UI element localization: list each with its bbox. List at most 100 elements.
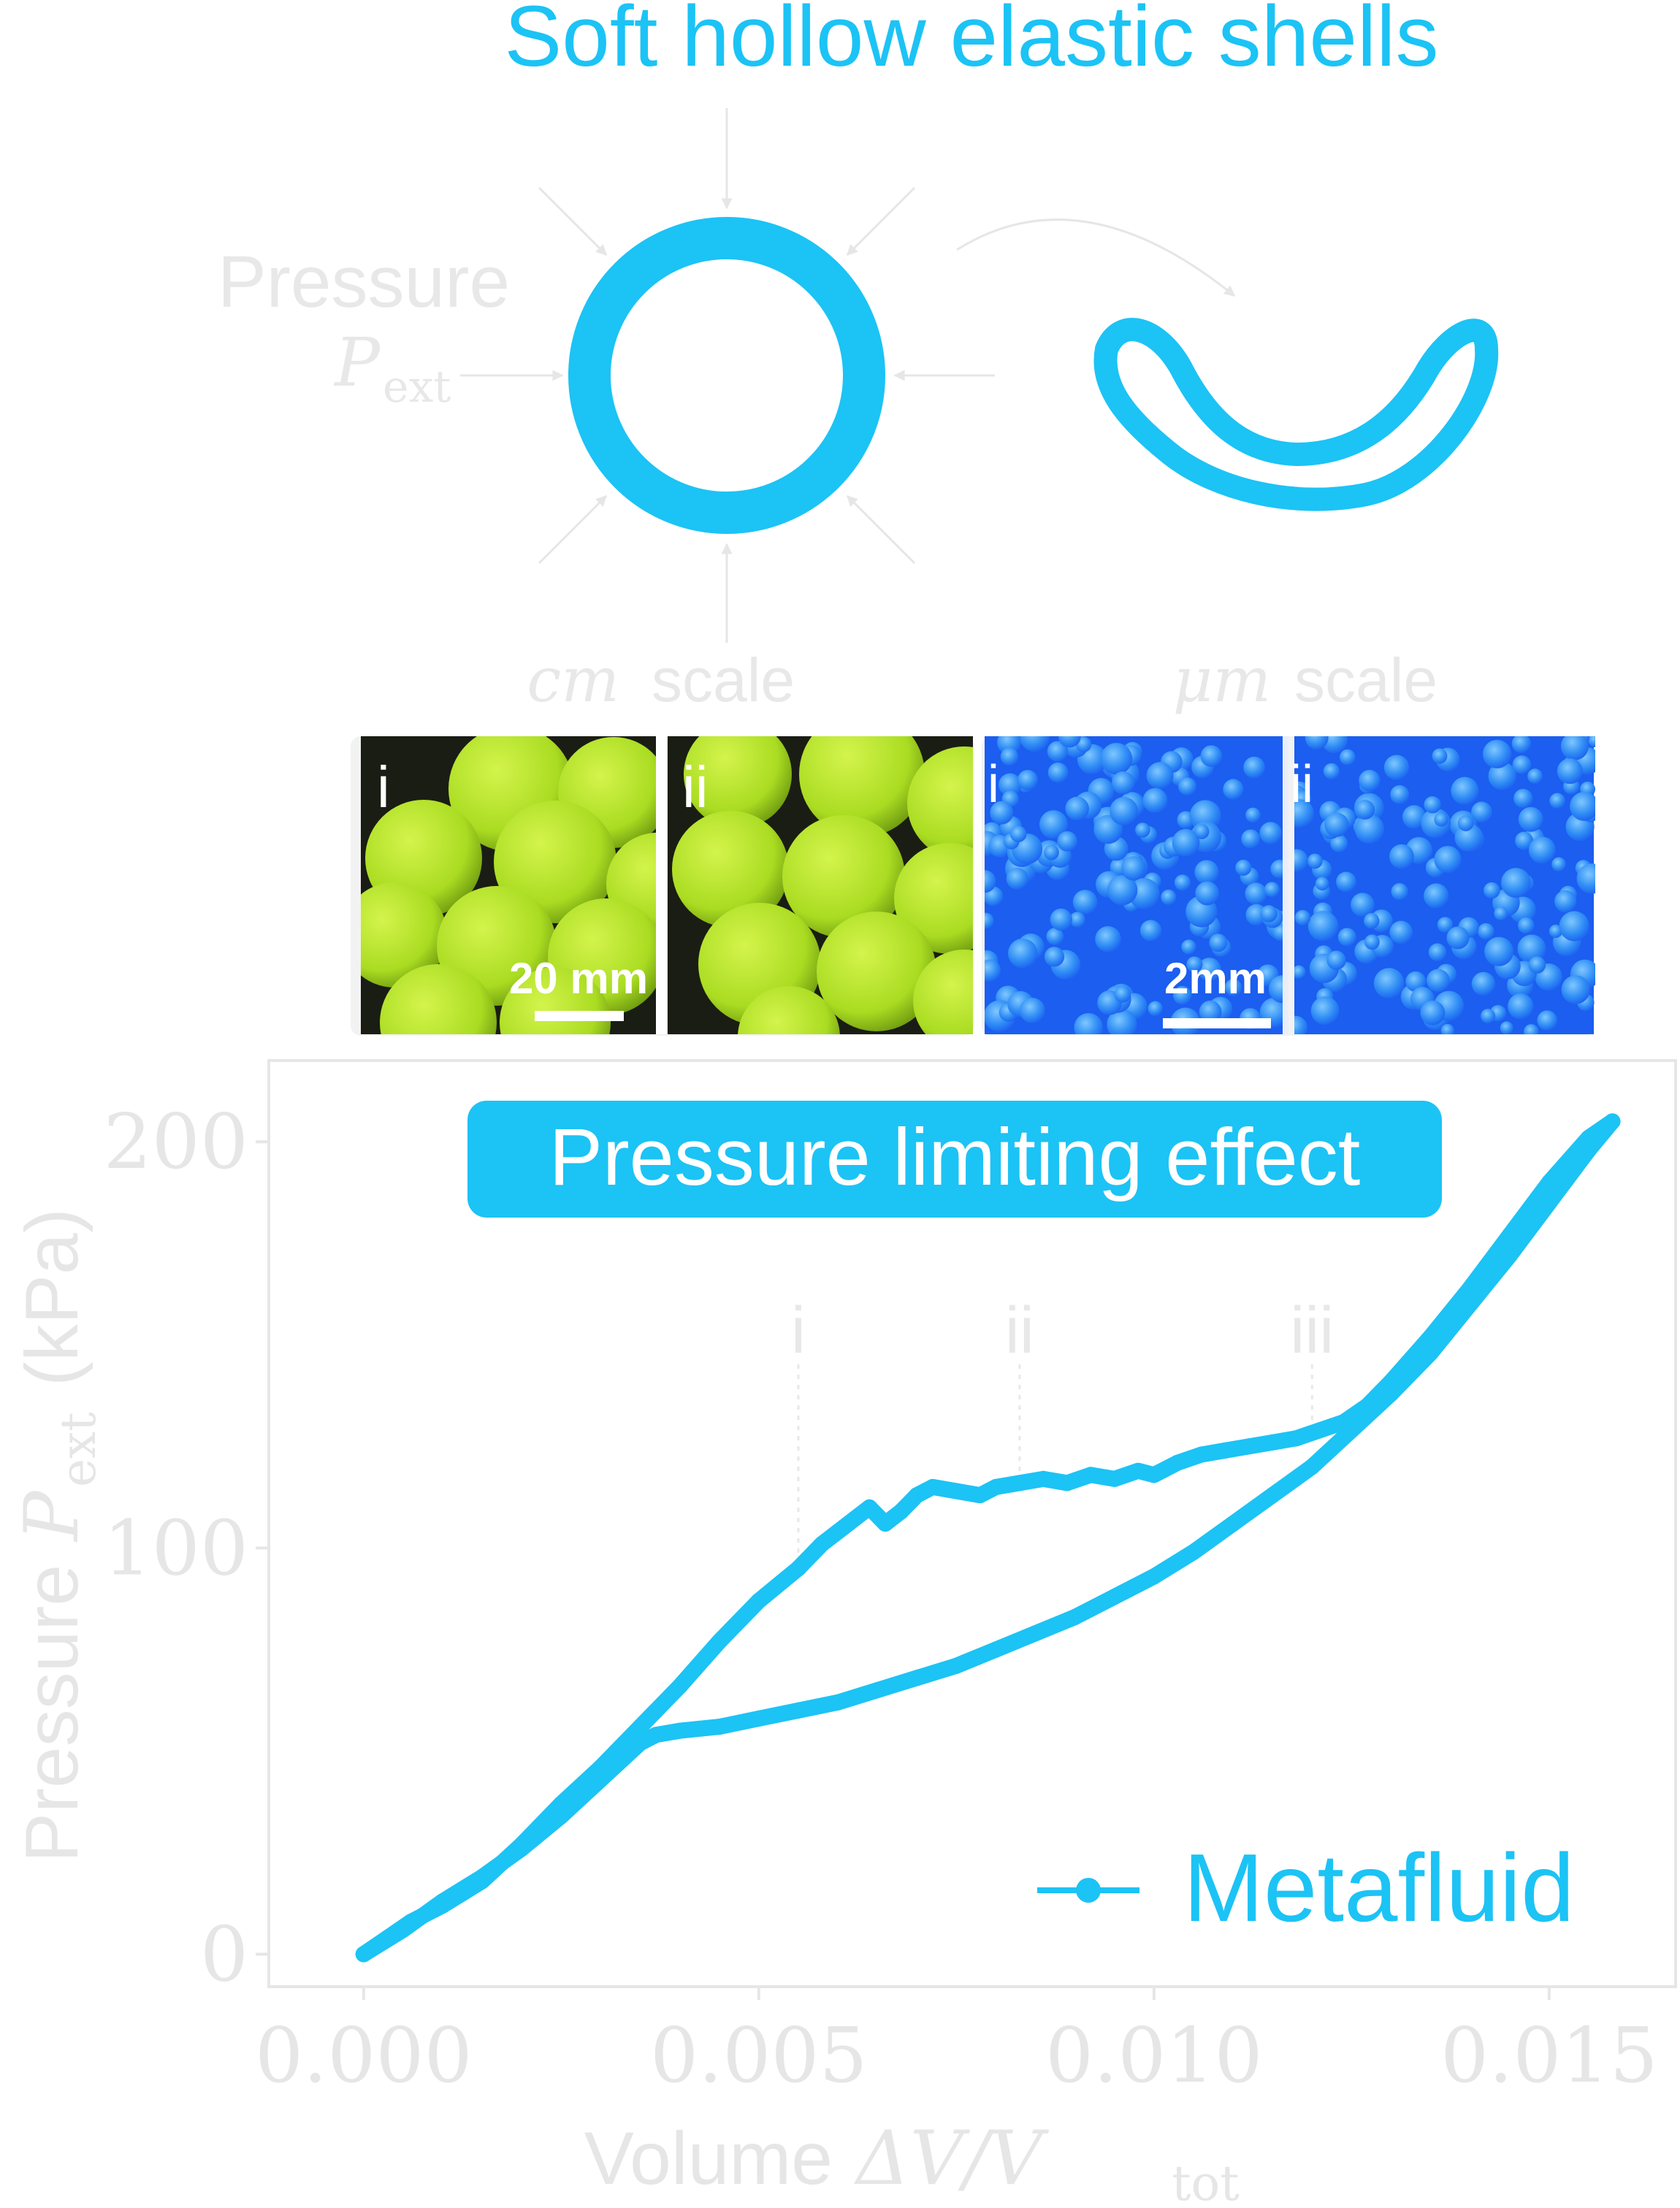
photo-sphere xyxy=(1294,799,1314,828)
series-point-loading xyxy=(948,1483,965,1500)
photo-sphere xyxy=(1478,922,1494,940)
photo-sphere xyxy=(1009,825,1027,843)
photo-sphere xyxy=(1007,939,1038,969)
photo-sphere xyxy=(1006,868,1028,890)
arrow-bottom-right xyxy=(846,494,916,565)
photo-panels: i ii i ii 20 mm 2mm xyxy=(351,736,1595,1036)
photo-sphere xyxy=(1484,936,1514,966)
photo-sphere xyxy=(1554,890,1577,913)
photo-sphere xyxy=(1174,874,1191,891)
photo-sphere xyxy=(1307,911,1339,941)
series-point-unloading xyxy=(750,1710,767,1727)
series-point-unloading xyxy=(513,1840,530,1857)
photo-sphere xyxy=(1245,807,1261,823)
photo-sphere xyxy=(1437,917,1454,933)
cm-scale-text: scale xyxy=(652,646,795,714)
series-point-loading xyxy=(750,1592,767,1609)
series-point-unloading xyxy=(553,1808,570,1825)
buckling-arrow xyxy=(956,218,1236,297)
chart-banner-box xyxy=(467,1101,1442,1218)
photo-sphere xyxy=(1355,800,1375,820)
photo-sphere xyxy=(1391,883,1408,901)
photo-sphere xyxy=(1359,770,1381,792)
y-axis-label-math: P xyxy=(9,1489,96,1543)
series-point-unloading xyxy=(948,1657,965,1674)
series-point-loading xyxy=(1288,1430,1305,1447)
photo-sphere xyxy=(1389,920,1413,944)
um-scalebar xyxy=(1163,1018,1271,1028)
arrow-top-right xyxy=(846,186,916,256)
um-panel-label-ii: ii xyxy=(1290,755,1313,814)
series-point-unloading xyxy=(1604,1113,1621,1130)
photo-sphere xyxy=(684,736,792,828)
photo-sphere xyxy=(1161,889,1177,906)
photo-sphere xyxy=(1484,882,1500,899)
um-panel-label-i: i xyxy=(988,755,999,814)
series-point-loading xyxy=(1011,1475,1028,1491)
y-tick-label: 0 xyxy=(200,1910,248,1999)
photo-sphere xyxy=(1559,911,1589,941)
series-line-unloading xyxy=(355,1113,1621,1963)
marker-label-i: i xyxy=(791,1294,806,1367)
photo-sphere xyxy=(1549,792,1565,809)
um-photo-ii-beads xyxy=(1294,736,1595,1034)
photo-sphere xyxy=(1364,913,1380,929)
photo-sphere xyxy=(1294,1015,1308,1034)
series-point-unloading xyxy=(869,1682,886,1698)
photo-sphere xyxy=(1039,810,1068,839)
photo-sphere xyxy=(1500,868,1531,898)
photo-sphere xyxy=(1307,853,1323,869)
photo-sphere xyxy=(1270,860,1283,879)
series-point-loading xyxy=(671,1678,688,1695)
series-point-loading xyxy=(1217,1442,1234,1459)
series-point-loading xyxy=(1240,1438,1257,1455)
legend-label: Metafluid xyxy=(1183,1834,1575,1941)
photo-sphere xyxy=(1107,1009,1137,1034)
series-point-unloading xyxy=(1422,1345,1439,1361)
photo-sphere xyxy=(1020,736,1050,752)
series-point-loading xyxy=(1058,1475,1075,1491)
series-point-unloading xyxy=(474,1868,491,1885)
um-photo-i-beads xyxy=(985,736,1283,1034)
photo-sphere xyxy=(738,986,840,1034)
photo-sphere xyxy=(1224,979,1242,996)
buckled-shell xyxy=(1093,318,1499,511)
marker-label-ii: ii xyxy=(1005,1294,1034,1367)
chart-series xyxy=(355,1113,1621,1963)
photo-sphere xyxy=(1268,975,1283,1004)
x-tick-label: 0.005 xyxy=(650,2011,868,2100)
photo-sphere xyxy=(1336,871,1356,893)
photo-sphere xyxy=(1235,859,1252,876)
photo-sphere xyxy=(1135,822,1150,838)
photo-sphere xyxy=(999,773,1022,797)
shell-diagram: Pressure P ext cm scale μm scale xyxy=(218,108,1499,716)
series-point-unloading xyxy=(394,1922,411,1938)
photo-sphere xyxy=(1000,747,1019,766)
series-point-unloading xyxy=(830,1694,847,1711)
photo-sphere xyxy=(1405,971,1427,993)
photo-sphere xyxy=(1427,969,1450,993)
um-scale-text: scale xyxy=(1294,646,1437,714)
photo-sphere xyxy=(1351,893,1375,917)
series-point-loading xyxy=(1145,1467,1162,1483)
photo-sphere xyxy=(1518,806,1543,832)
photo-sphere xyxy=(1209,933,1228,952)
photo-sphere xyxy=(494,801,616,923)
photo-sphere xyxy=(1047,762,1069,783)
series-point-unloading xyxy=(1304,1459,1321,1475)
photo-sphere xyxy=(990,801,1014,825)
cm-photo-ii-balls xyxy=(672,736,973,1034)
photo-sphere xyxy=(1181,939,1196,955)
photo-sphere xyxy=(1524,1024,1539,1034)
series-point-unloading xyxy=(1581,1142,1597,1158)
photo-sphere xyxy=(1107,875,1138,906)
pressure-symbol: P xyxy=(333,324,381,402)
series-point-loading xyxy=(909,1487,925,1504)
um-photo-divider xyxy=(1283,736,1288,1034)
photo-sphere xyxy=(1111,771,1135,795)
series-point-loading xyxy=(1169,1454,1186,1471)
x-axis-label-text: Volume xyxy=(584,2117,833,2200)
pressure-subscript: ext xyxy=(383,362,451,413)
photo-sphere xyxy=(1095,926,1121,952)
photo-sphere xyxy=(1560,736,1589,760)
